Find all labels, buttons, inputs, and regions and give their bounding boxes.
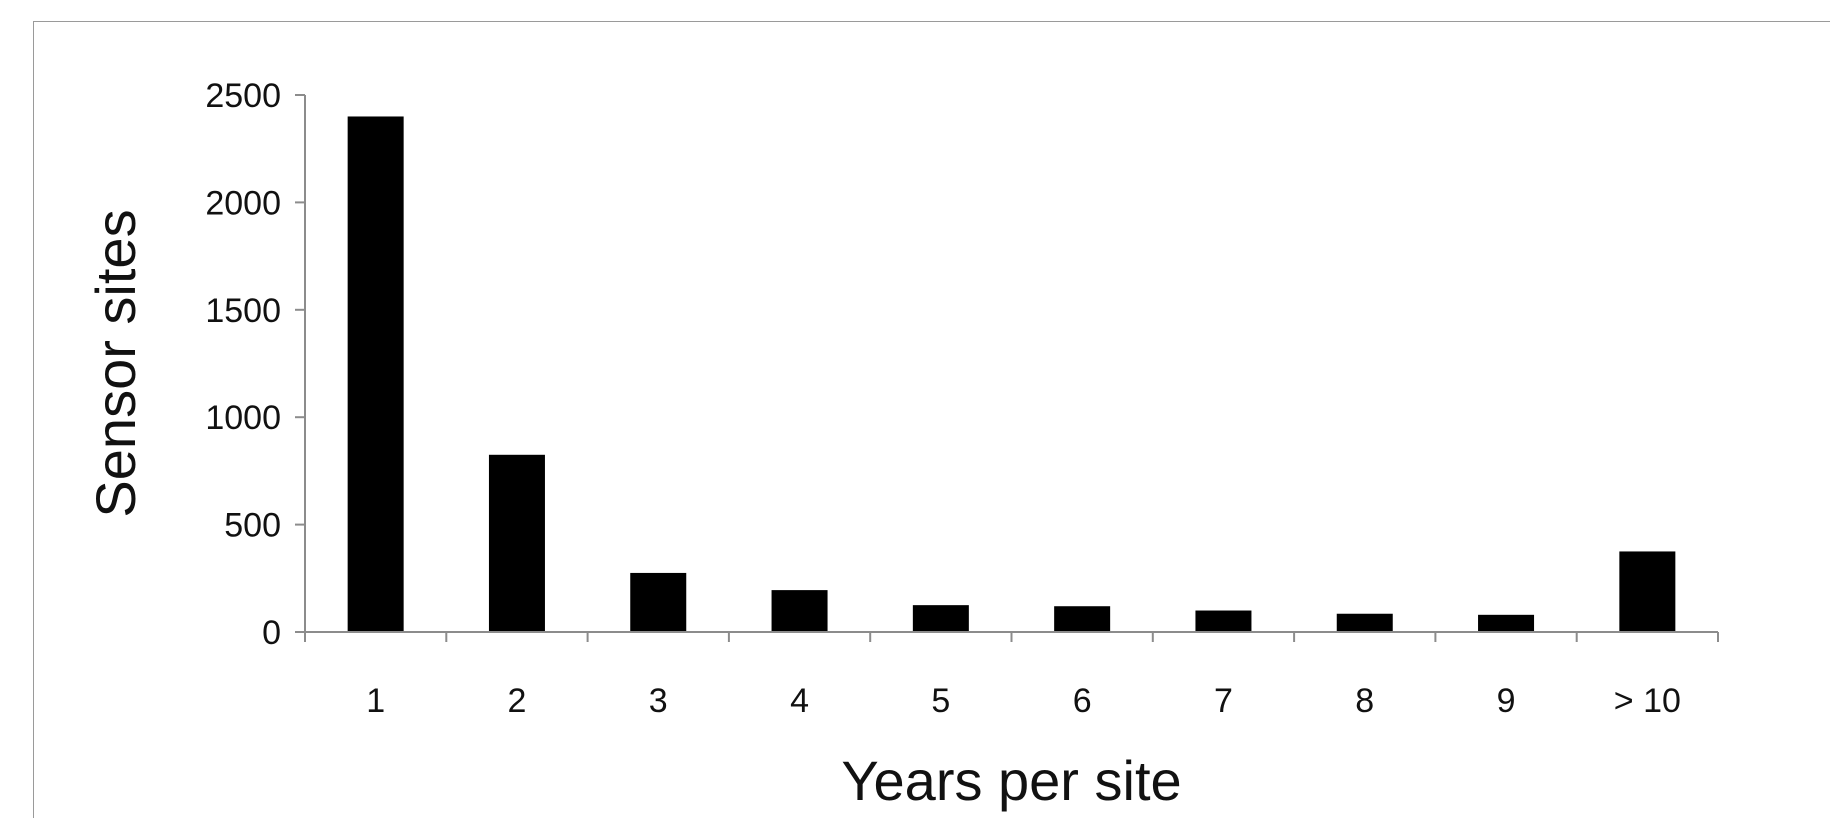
- bar-4: [771, 590, 828, 632]
- x-tick-label: 6: [1073, 682, 1092, 720]
- bar-10: [1619, 551, 1676, 632]
- bar-8: [1336, 613, 1393, 632]
- bar-7: [1195, 610, 1252, 632]
- bar-6: [1054, 606, 1111, 632]
- x-tick-label: 8: [1355, 682, 1374, 720]
- y-tick-label: 0: [262, 614, 281, 652]
- y-tick-label: 500: [224, 507, 281, 545]
- y-axis-ticks: 0 500 1000 1500 2000 2500: [205, 77, 305, 652]
- y-tick-label: 2500: [205, 77, 281, 115]
- x-tick-label: 4: [790, 682, 809, 720]
- bar-3: [630, 572, 687, 632]
- y-tick-label: 1500: [205, 292, 281, 330]
- x-tick-label: 3: [649, 682, 668, 720]
- x-axis-ticks: 1 2 3 4 5 6 7 8 9 > 10: [304, 632, 1719, 720]
- bar-9: [1478, 614, 1535, 632]
- bar-2: [488, 454, 545, 632]
- bar-1: [347, 116, 404, 633]
- y-tick-label: 1000: [205, 399, 281, 437]
- bar-5: [912, 605, 969, 632]
- chart-frame: [33, 21, 1830, 818]
- x-axis-title: Years per site: [841, 749, 1181, 812]
- bars: [347, 116, 1676, 633]
- y-axis-title: Sensor sites: [84, 209, 147, 517]
- x-tick-label: 5: [931, 682, 950, 720]
- x-tick-label: 2: [507, 682, 526, 720]
- x-tick-label: 9: [1497, 682, 1516, 720]
- y-tick-label: 2000: [205, 184, 281, 222]
- x-tick-label: 7: [1214, 682, 1233, 720]
- x-tick-label: 1: [366, 682, 385, 720]
- x-tick-label: > 10: [1614, 682, 1681, 720]
